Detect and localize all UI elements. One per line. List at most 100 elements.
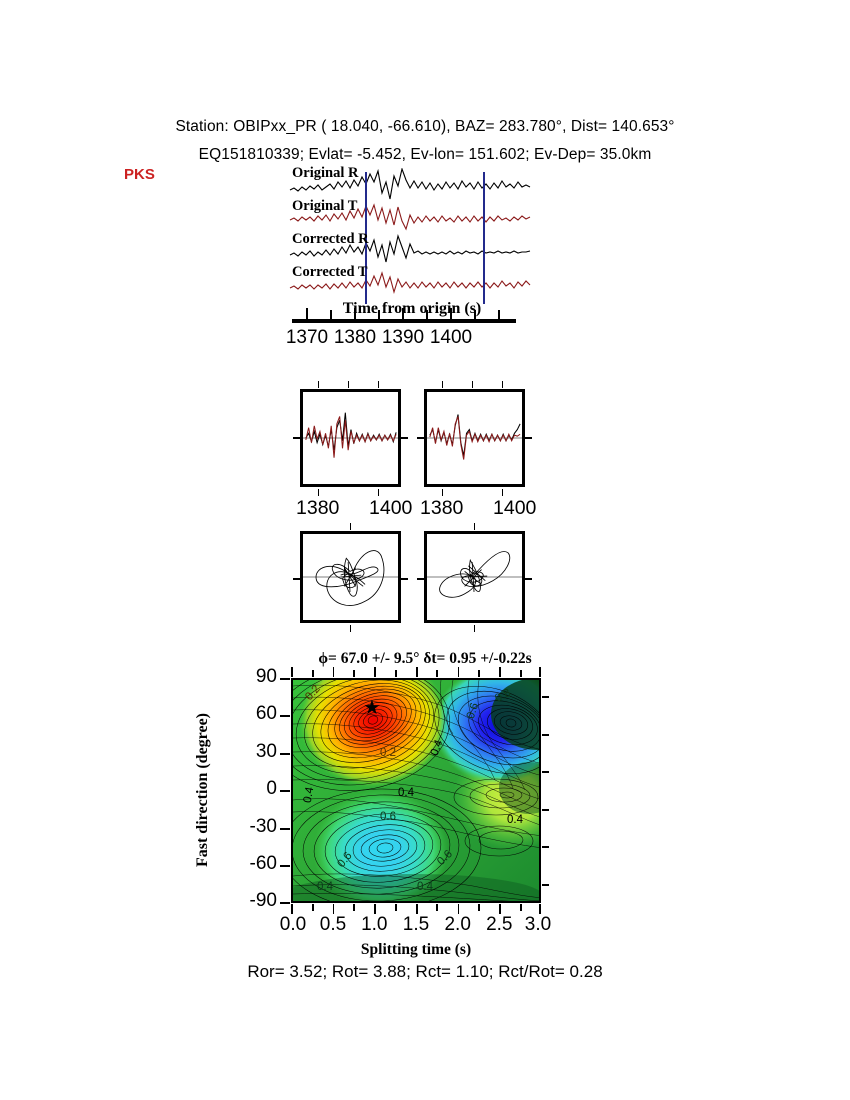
y-tick-label: 60 [255, 703, 277, 724]
wave-panel-tick [318, 489, 320, 496]
y-tick-label: 90 [255, 666, 277, 687]
time-tick [402, 308, 404, 323]
x-tick [457, 904, 460, 914]
wave-panel-tick [442, 489, 444, 496]
x-tick [499, 904, 501, 914]
y-tick [280, 902, 290, 904]
time-tick-label: 1370 [285, 327, 329, 348]
time-axis-title: Time from origin (s) [342, 300, 482, 317]
contour-canvas: 0.2 0.2 0.4 0.6 0.8 0.4 0.4 0.6 0.4 0.6 … [291, 678, 541, 903]
time-tick [354, 308, 356, 323]
wave-panel-tick-label: 1400 [369, 497, 413, 519]
particle-panel-axis-stub [293, 578, 300, 580]
best-fit-star-marker: ★ [363, 697, 381, 720]
x-tick-label: 2.0 [444, 914, 471, 935]
wave-panel-tick [502, 489, 504, 496]
contour-label: 0.4 [317, 881, 333, 893]
x-axis-title: Splitting time (s) [360, 941, 472, 958]
x-tick-label: 0.5 [319, 914, 347, 935]
contour-label: 0.4 [398, 787, 414, 799]
trace-label-original-r: Original R [292, 165, 359, 181]
time-tick [498, 310, 500, 322]
time-tick [330, 310, 332, 322]
wave-panel-tick [318, 381, 320, 388]
splitting-result-line: ϕ= 67.0 +/- 9.5° δt= 0.95 +/-0.22s [318, 650, 532, 667]
x-tick [436, 904, 438, 911]
time-tick-label: 1400 [429, 327, 473, 348]
time-tick-label: 1390 [381, 327, 425, 348]
trace-corrected-r [289, 234, 531, 263]
x-tick-top [457, 667, 460, 677]
time-axis: Time from origin (s) 1370 1380 1390 1400 [286, 300, 536, 356]
x-tick-top [374, 667, 376, 677]
x-tick-top [520, 670, 522, 677]
y-tick-label: -90 [249, 890, 277, 911]
y-tick-label: -60 [249, 853, 277, 874]
wave-panel-tick-label: 1380 [420, 497, 464, 519]
wave-panel-tick-label: 1380 [296, 497, 340, 519]
x-tick-top [291, 667, 293, 677]
x-tick-label: 2.5 [486, 914, 513, 935]
wave-panel-axis-stub [525, 437, 532, 439]
y-tick-label: 0 [266, 778, 277, 799]
hodogram-right [427, 551, 522, 598]
trace-label-corrected-t: Corrected T [292, 264, 368, 280]
particle-panel-axis-stub [525, 578, 532, 580]
trace-row-corrected-r: Corrected R [288, 231, 533, 268]
time-tick [426, 310, 428, 322]
time-tick-label: 1380 [333, 327, 377, 348]
hodogram-left [303, 550, 398, 606]
panel-waveforms-left [303, 412, 398, 458]
trace-row-original-t: Original T [288, 198, 533, 235]
particle-panel-tick [474, 625, 476, 632]
x-tick-label: 1.5 [402, 914, 430, 935]
event-info-line: EQ151810339; Evlat= -5.452, Ev-lon= 151.… [198, 146, 652, 163]
x-tick [478, 904, 480, 911]
x-tick-label: 0.0 [279, 914, 307, 935]
particle-motion-panel-original [300, 531, 401, 623]
waveform-trace-block: Original R Original T Corrected R Correc… [288, 165, 533, 308]
x-tick-label: 3.0 [524, 914, 552, 935]
window-start-marker [365, 172, 367, 304]
contour-label: 0.2 [380, 747, 396, 759]
y-tick [280, 678, 290, 680]
x-tick [395, 904, 397, 911]
trace-label-corrected-r: Corrected R [292, 231, 369, 247]
x-tick-top [436, 670, 438, 677]
wave-panel-tick [378, 489, 380, 496]
phase-label-pks: PKS [124, 166, 155, 183]
trace-corrected-t [289, 271, 531, 294]
x-tick-top [416, 667, 418, 677]
time-tick [306, 308, 308, 323]
trace-label-original-t: Original T [292, 198, 358, 214]
panel-waveforms-right [427, 414, 522, 460]
x-tick [416, 904, 418, 914]
y-tick [280, 790, 290, 792]
y-tick-right [542, 884, 549, 886]
time-tick [474, 310, 476, 322]
x-tick-top [499, 667, 501, 677]
contour-label: 0.6 [380, 811, 396, 823]
time-tick [378, 310, 380, 322]
x-tick [291, 904, 293, 914]
wave-panel-tick [378, 381, 380, 388]
x-tick [332, 904, 335, 914]
trace-row-original-r: Original R [288, 165, 533, 202]
fast-slow-waveform-panel-original [300, 389, 401, 487]
trace-row-corrected-t: Corrected T [288, 264, 533, 301]
time-tick [450, 308, 452, 323]
y-tick [280, 715, 290, 717]
wave-panel-tick [442, 381, 444, 388]
y-tick-right [542, 771, 549, 773]
wave-panel-axis-stub [401, 437, 408, 439]
y-tick-right [542, 734, 549, 736]
x-tick-top [395, 670, 397, 677]
wave-panel-axis-stub [293, 437, 300, 439]
y-tick [280, 828, 290, 830]
wave-panel-tick [348, 381, 350, 388]
contour-surface [293, 680, 539, 901]
x-tick-top [353, 670, 355, 677]
particle-panel-axis-stub [401, 578, 408, 580]
trace-original-t [289, 203, 531, 231]
